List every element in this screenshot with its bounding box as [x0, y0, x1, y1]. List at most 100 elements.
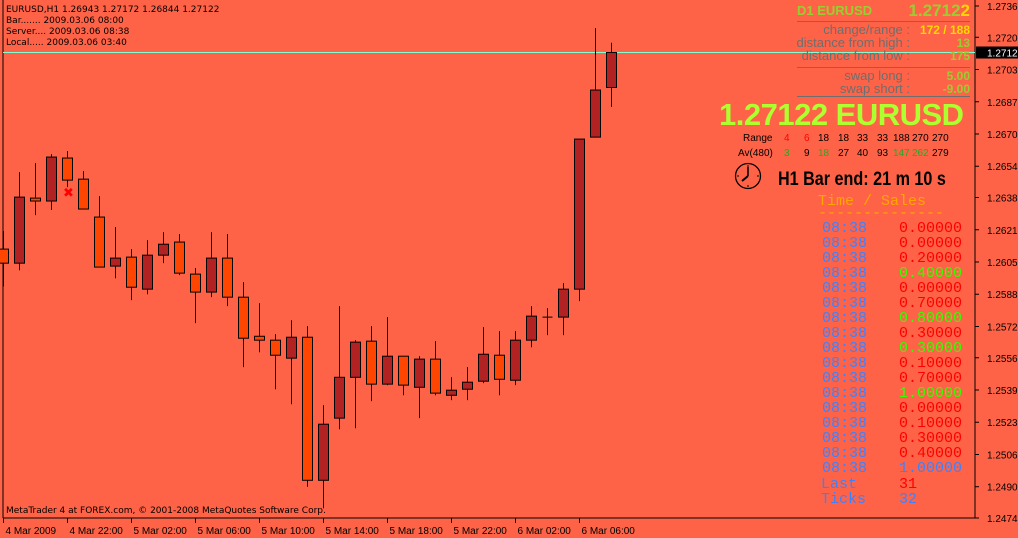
y-tick-label: 1.25560 — [987, 354, 1018, 365]
range-label: Range — [743, 133, 773, 144]
av-label: Av(480) — [738, 148, 773, 159]
dist-high-label: distance from high : — [796, 35, 910, 50]
swap-short-label: swap short : — [839, 81, 910, 96]
ts-time: 08:38 — [822, 220, 868, 237]
panel-price-last-digit: 2 — [960, 1, 970, 20]
panel-title: D1 EURUSD — [797, 3, 873, 18]
ts-time: 08:38 — [822, 445, 868, 462]
y-tick-label: 1.26540 — [987, 162, 1018, 173]
chart-info-line1: EURUSD,H1 1.26943 1.27172 1.26844 1.2712… — [6, 5, 220, 15]
ts-value: 0.00000 — [899, 400, 963, 417]
ts-value: 1.00000 — [899, 385, 963, 402]
y-tick-label: 1.26050 — [987, 258, 1018, 269]
ts-time: 08:38 — [822, 295, 868, 312]
bear-candle — [238, 296, 249, 339]
ts-time: 08:38 — [822, 370, 868, 387]
ts-time: 08:38 — [822, 325, 868, 342]
swap-short-value: -9.00 — [942, 82, 970, 96]
ts-time: 08:38 — [822, 265, 868, 282]
panel-price: 1.27122 — [909, 1, 970, 20]
ts-time: 08:38 — [822, 310, 868, 327]
av-value: 147 — [893, 148, 910, 159]
ts-value: 0.00000 — [899, 235, 963, 252]
ts-time: 08:38 — [822, 415, 868, 432]
bar-end-timer: H1 Bar end: 21 m 10 s — [778, 169, 946, 190]
bull-candle — [334, 376, 345, 419]
y-tick-label: 1.27200 — [987, 33, 1018, 44]
y-tick-label: 1.25885 — [987, 290, 1018, 301]
bull-candle — [286, 336, 297, 359]
av-value: 93 — [877, 148, 889, 159]
ts-value: 1.00000 — [899, 460, 963, 477]
y-tick-label: 1.26380 — [987, 194, 1018, 205]
range-value: 270 — [912, 133, 929, 144]
x-tick-label: 4 Mar 2009 — [6, 526, 57, 537]
bull-candle — [606, 52, 617, 88]
bear-candle — [190, 273, 201, 293]
bull-candle — [46, 156, 57, 202]
ts-value: 0.10000 — [899, 355, 963, 372]
bear-candle — [302, 336, 313, 481]
range-value: 188 — [893, 133, 910, 144]
ts-value: 0.00000 — [899, 280, 963, 297]
x-tick-label: 6 Mar 06:00 — [582, 526, 636, 537]
dist-low-label: distance from low : — [801, 48, 910, 63]
y-tick-label: 1.25065 — [987, 450, 1018, 461]
ts-value: 0.30000 — [899, 340, 963, 357]
bull-candle — [478, 353, 489, 382]
big-price-label: 1.27122 EURUSD — [719, 97, 964, 132]
av-value: 279 — [932, 148, 949, 159]
ts-time: 08:38 — [822, 235, 868, 252]
panel-price-main: 1.2712 — [908, 1, 961, 20]
bull-candle — [510, 339, 521, 381]
bid-price-tag — [976, 46, 1018, 59]
panel-divider — [797, 96, 970, 97]
av-value: 262 — [912, 148, 929, 159]
range-value: 4 — [784, 133, 790, 144]
ticks-value: 32 — [899, 491, 918, 508]
x-tick-label: 5 Mar 22:00 — [454, 526, 508, 537]
bear-candle — [62, 157, 73, 181]
bear-candle — [254, 335, 265, 341]
av-value: 3 — [784, 148, 790, 159]
y-tick-label: 1.26705 — [987, 130, 1018, 141]
bull-candle — [14, 196, 25, 264]
ts-time: 08:38 — [822, 355, 868, 372]
ts-value: 0.30000 — [899, 325, 963, 342]
swap-long-value: 5.00 — [946, 69, 970, 83]
ts-time: 08:38 — [822, 430, 868, 447]
ts-time: 08:38 — [822, 250, 868, 267]
bull-candle — [110, 257, 121, 267]
x-tick-label: 5 Mar 06:00 — [198, 526, 252, 537]
ts-value: 0.40000 — [899, 265, 963, 282]
time-sales-title: Time / Sales — [818, 193, 927, 210]
bull-candle — [590, 89, 601, 138]
x-tick-label: 5 Mar 14:00 — [326, 526, 380, 537]
y-tick-label: 1.26870 — [987, 98, 1018, 109]
ts-time: 08:38 — [822, 340, 868, 357]
ts-value: 0.30000 — [899, 430, 963, 447]
bull-candle — [158, 243, 169, 256]
chart-info-local: Local..... 2009.03.06 03:40 — [6, 38, 127, 48]
bull-candle — [414, 358, 425, 388]
ts-value: 0.70000 — [899, 295, 963, 312]
change-range-value: 172 / 188 — [919, 23, 970, 37]
av-value: 40 — [857, 148, 869, 159]
change-range-label: change/range : — [823, 22, 910, 37]
x-tick-label: 5 Mar 18:00 — [390, 526, 444, 537]
bear-candle — [366, 340, 377, 385]
x-tick-label: 5 Mar 10:00 — [262, 526, 316, 537]
last-label: Last — [821, 476, 858, 493]
av-value: 9 — [804, 148, 810, 159]
bear-candle — [0, 248, 9, 264]
x-tick-label: 6 Mar 02:00 — [518, 526, 572, 537]
copyright-text: MetaTrader 4 at FOREX.com, © 2001-2008 M… — [6, 506, 326, 516]
y-tick-label: 1.27035 — [987, 66, 1018, 77]
bear-candle — [78, 178, 89, 210]
range-value: 33 — [857, 133, 869, 144]
range-value: 270 — [932, 133, 949, 144]
dist-low-value: 175 — [949, 49, 970, 63]
clock-icon — [734, 162, 762, 190]
range-value: 18 — [818, 133, 830, 144]
